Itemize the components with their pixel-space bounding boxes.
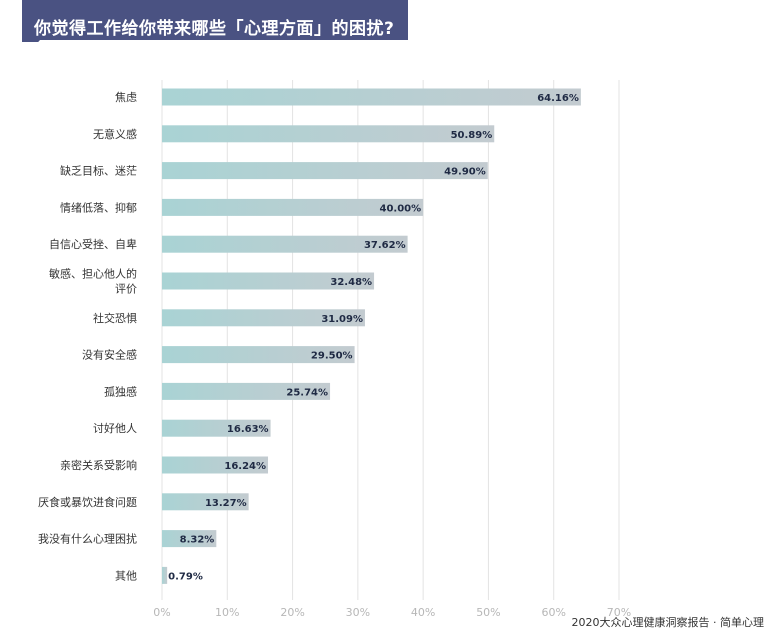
category-label: 厌食或暴饮进食问题 [38, 495, 137, 509]
category-label: 无意义感 [93, 127, 137, 141]
category-label: 孤独感 [104, 385, 137, 398]
bar [162, 456, 269, 474]
bar [162, 346, 355, 364]
bar-value-label: 25.74% [286, 387, 328, 398]
bar-value-label: 40.00% [379, 203, 421, 214]
bar [162, 125, 495, 143]
bar [162, 235, 408, 253]
bar-value-label: 49.90% [444, 167, 486, 178]
x-tick-label: 50% [476, 606, 500, 619]
category-label: 焦虑 [115, 91, 137, 104]
category-label: 亲密关系受影响 [60, 458, 137, 472]
x-tick-label: 40% [411, 606, 435, 619]
source-footer: 2020大众心理健康洞察报告 · 简单心理 [571, 616, 764, 629]
bar [162, 162, 488, 180]
bar-value-label: 32.48% [330, 277, 372, 288]
bar-value-label: 29.50% [311, 351, 353, 362]
bar-value-label: 13.27% [205, 498, 247, 509]
bar [162, 566, 168, 584]
bar [162, 382, 331, 400]
category-label: 评价 [115, 283, 137, 296]
bar-value-label: 0.79% [168, 571, 203, 582]
bar-value-label: 64.16% [537, 93, 579, 104]
chart-title: 你觉得工作给你带来哪些「心理方面」的困扰? [34, 19, 395, 39]
bar [162, 88, 581, 106]
category-label: 社交恐惧 [93, 311, 137, 325]
bar-value-label: 16.24% [224, 461, 266, 472]
category-label: 情绪低落、抑郁 [60, 200, 137, 214]
category-label: 其他 [115, 569, 137, 582]
category-label: 没有安全感 [82, 348, 137, 362]
x-tick-label: 0% [153, 606, 170, 619]
category-label: 自信心受挫、自卑 [49, 237, 137, 251]
bar-value-label: 8.32% [180, 535, 215, 546]
category-label: 我没有什么心理困扰 [38, 532, 137, 546]
bar [162, 419, 271, 437]
bar [162, 198, 424, 216]
x-tick-label: 30% [346, 606, 370, 619]
bar [162, 493, 249, 511]
bar-value-label: 16.63% [227, 424, 269, 435]
category-label: 敏感、担心他人的 [49, 267, 137, 281]
bar [162, 530, 217, 548]
bar-value-label: 31.09% [321, 314, 363, 325]
x-tick-label: 20% [280, 606, 304, 619]
bar [162, 309, 365, 327]
bar-value-label: 50.89% [451, 130, 493, 141]
bar-value-label: 37.62% [364, 240, 406, 251]
category-label: 缺乏目标、迷茫 [60, 164, 137, 178]
x-tick-label: 60% [541, 606, 565, 619]
x-tick-label: 10% [215, 606, 239, 619]
bar [162, 272, 375, 290]
title-banner-shape [22, 0, 408, 42]
category-label: 讨好他人 [93, 421, 137, 435]
x-tick-label: 70% [607, 606, 631, 619]
title-banner [22, 0, 408, 42]
